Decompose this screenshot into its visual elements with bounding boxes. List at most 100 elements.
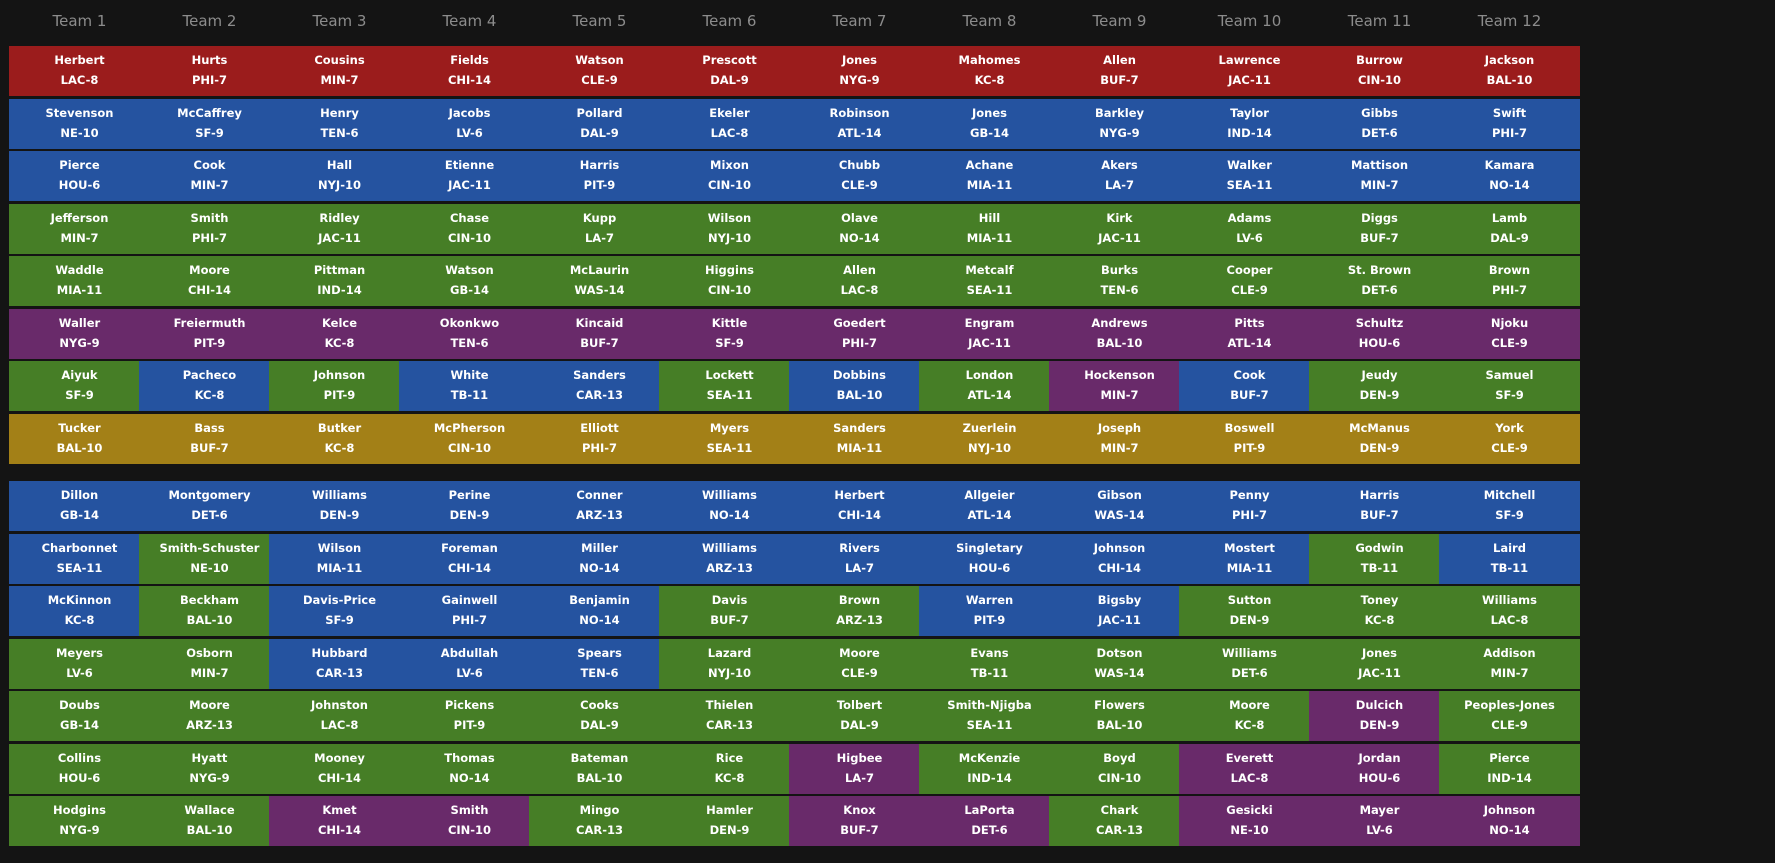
player-cell[interactable]: Foreman CHI-14 xyxy=(399,534,540,584)
player-cell[interactable]: Dotson WAS-14 xyxy=(1049,639,1190,689)
player-cell[interactable]: Peoples-Jones CLE-9 xyxy=(1439,691,1580,741)
player-cell[interactable]: Hill MIA-11 xyxy=(919,204,1060,254)
player-cell[interactable]: Metcalf SEA-11 xyxy=(919,256,1060,306)
player-cell[interactable]: LaPorta DET-6 xyxy=(919,796,1060,846)
player-cell[interactable]: Mayer LV-6 xyxy=(1309,796,1450,846)
player-cell[interactable]: Goedert PHI-7 xyxy=(789,309,930,359)
player-cell[interactable]: Olave NO-14 xyxy=(789,204,930,254)
player-cell[interactable]: Collins HOU-6 xyxy=(9,744,150,794)
player-cell[interactable]: Gesicki NE-10 xyxy=(1179,796,1320,846)
player-cell[interactable]: Dulcich DEN-9 xyxy=(1309,691,1450,741)
player-cell[interactable]: Smith-Njigba SEA-11 xyxy=(919,691,1060,741)
player-cell[interactable]: Sanders MIA-11 xyxy=(789,414,930,464)
player-cell[interactable]: Hamler DEN-9 xyxy=(659,796,800,846)
player-cell[interactable]: Johnson PIT-9 xyxy=(269,361,410,411)
player-cell[interactable]: York CLE-9 xyxy=(1439,414,1580,464)
player-cell[interactable]: Boyd CIN-10 xyxy=(1049,744,1190,794)
player-cell[interactable]: Laird TB-11 xyxy=(1439,534,1580,584)
player-cell[interactable]: Jones GB-14 xyxy=(919,99,1060,149)
player-cell[interactable]: Harris BUF-7 xyxy=(1309,481,1450,531)
player-cell[interactable]: Pierce HOU-6 xyxy=(9,151,150,201)
player-cell[interactable]: Diggs BUF-7 xyxy=(1309,204,1450,254)
player-cell[interactable]: Allen LAC-8 xyxy=(789,256,930,306)
player-cell[interactable]: Abdullah LV-6 xyxy=(399,639,540,689)
player-cell[interactable]: Adams LV-6 xyxy=(1179,204,1320,254)
player-cell[interactable]: Toney KC-8 xyxy=(1309,586,1450,636)
player-cell[interactable]: Perine DEN-9 xyxy=(399,481,540,531)
player-cell[interactable]: Hurts PHI-7 xyxy=(139,46,280,96)
player-cell[interactable]: Tolbert DAL-9 xyxy=(789,691,930,741)
player-cell[interactable]: Kelce KC-8 xyxy=(269,309,410,359)
player-cell[interactable]: Addison MIN-7 xyxy=(1439,639,1580,689)
player-cell[interactable]: Montgomery DET-6 xyxy=(139,481,280,531)
player-cell[interactable]: Cooper CLE-9 xyxy=(1179,256,1320,306)
player-cell[interactable]: Dillon GB-14 xyxy=(9,481,150,531)
player-cell[interactable]: Moore ARZ-13 xyxy=(139,691,280,741)
player-cell[interactable]: Barkley NYG-9 xyxy=(1049,99,1190,149)
player-cell[interactable]: Hockenson MIN-7 xyxy=(1049,361,1190,411)
player-cell[interactable]: Sutton DEN-9 xyxy=(1179,586,1320,636)
player-cell[interactable]: McCaffrey SF-9 xyxy=(139,99,280,149)
player-cell[interactable]: Jones JAC-11 xyxy=(1309,639,1450,689)
player-cell[interactable]: Johnson NO-14 xyxy=(1439,796,1580,846)
player-cell[interactable]: Singletary HOU-6 xyxy=(919,534,1060,584)
player-cell[interactable]: Johnston LAC-8 xyxy=(269,691,410,741)
player-cell[interactable]: Samuel SF-9 xyxy=(1439,361,1580,411)
player-cell[interactable]: Warren PIT-9 xyxy=(919,586,1060,636)
player-cell[interactable]: Conner ARZ-13 xyxy=(529,481,670,531)
player-cell[interactable]: Hubbard CAR-13 xyxy=(269,639,410,689)
player-cell[interactable]: McPherson CIN-10 xyxy=(399,414,540,464)
player-cell[interactable]: Schultz HOU-6 xyxy=(1309,309,1450,359)
player-cell[interactable]: Mattison MIN-7 xyxy=(1309,151,1450,201)
player-cell[interactable]: Fields CHI-14 xyxy=(399,46,540,96)
player-cell[interactable]: Doubs GB-14 xyxy=(9,691,150,741)
player-cell[interactable]: Bateman BAL-10 xyxy=(529,744,670,794)
player-cell[interactable]: Ridley JAC-11 xyxy=(269,204,410,254)
player-cell[interactable]: Wallace BAL-10 xyxy=(139,796,280,846)
player-cell[interactable]: Robinson ATL-14 xyxy=(789,99,930,149)
player-cell[interactable]: Lockett SEA-11 xyxy=(659,361,800,411)
player-cell[interactable]: Bigsby JAC-11 xyxy=(1049,586,1190,636)
player-cell[interactable]: Watson CLE-9 xyxy=(529,46,670,96)
player-cell[interactable]: McLaurin WAS-14 xyxy=(529,256,670,306)
player-cell[interactable]: St. Brown DET-6 xyxy=(1309,256,1450,306)
player-cell[interactable]: Hyatt NYG-9 xyxy=(139,744,280,794)
player-cell[interactable]: Williams LAC-8 xyxy=(1439,586,1580,636)
player-cell[interactable]: Kincaid BUF-7 xyxy=(529,309,670,359)
player-cell[interactable]: Watson GB-14 xyxy=(399,256,540,306)
player-cell[interactable]: Dobbins BAL-10 xyxy=(789,361,930,411)
player-cell[interactable]: Moore KC-8 xyxy=(1179,691,1320,741)
player-cell[interactable]: Allen BUF-7 xyxy=(1049,46,1190,96)
player-cell[interactable]: Jackson BAL-10 xyxy=(1439,46,1580,96)
player-cell[interactable]: Zuerlein NYJ-10 xyxy=(919,414,1060,464)
player-cell[interactable]: Kittle SF-9 xyxy=(659,309,800,359)
player-cell[interactable]: Everett LAC-8 xyxy=(1179,744,1320,794)
player-cell[interactable]: Akers LA-7 xyxy=(1049,151,1190,201)
player-cell[interactable]: Penny PHI-7 xyxy=(1179,481,1320,531)
player-cell[interactable]: Bass BUF-7 xyxy=(139,414,280,464)
player-cell[interactable]: Davis BUF-7 xyxy=(659,586,800,636)
player-cell[interactable]: Meyers LV-6 xyxy=(9,639,150,689)
player-cell[interactable]: Tucker BAL-10 xyxy=(9,414,150,464)
player-cell[interactable]: Evans TB-11 xyxy=(919,639,1060,689)
player-cell[interactable]: Williams NO-14 xyxy=(659,481,800,531)
player-cell[interactable]: Flowers BAL-10 xyxy=(1049,691,1190,741)
player-cell[interactable]: McManus DEN-9 xyxy=(1309,414,1450,464)
player-cell[interactable]: Mostert MIA-11 xyxy=(1179,534,1320,584)
player-cell[interactable]: Freiermuth PIT-9 xyxy=(139,309,280,359)
player-cell[interactable]: Lawrence JAC-11 xyxy=(1179,46,1320,96)
player-cell[interactable]: Osborn MIN-7 xyxy=(139,639,280,689)
player-cell[interactable]: Johnson CHI-14 xyxy=(1049,534,1190,584)
player-cell[interactable]: Cook BUF-7 xyxy=(1179,361,1320,411)
player-cell[interactable]: Chark CAR-13 xyxy=(1049,796,1190,846)
player-cell[interactable]: Etienne JAC-11 xyxy=(399,151,540,201)
player-cell[interactable]: Pierce IND-14 xyxy=(1439,744,1580,794)
player-cell[interactable]: Godwin TB-11 xyxy=(1309,534,1450,584)
player-cell[interactable]: Rivers LA-7 xyxy=(789,534,930,584)
player-cell[interactable]: Walker SEA-11 xyxy=(1179,151,1320,201)
player-cell[interactable]: Spears TEN-6 xyxy=(529,639,670,689)
player-cell[interactable]: Elliott PHI-7 xyxy=(529,414,670,464)
player-cell[interactable]: Stevenson NE-10 xyxy=(9,99,150,149)
player-cell[interactable]: Andrews BAL-10 xyxy=(1049,309,1190,359)
player-cell[interactable]: Thielen CAR-13 xyxy=(659,691,800,741)
